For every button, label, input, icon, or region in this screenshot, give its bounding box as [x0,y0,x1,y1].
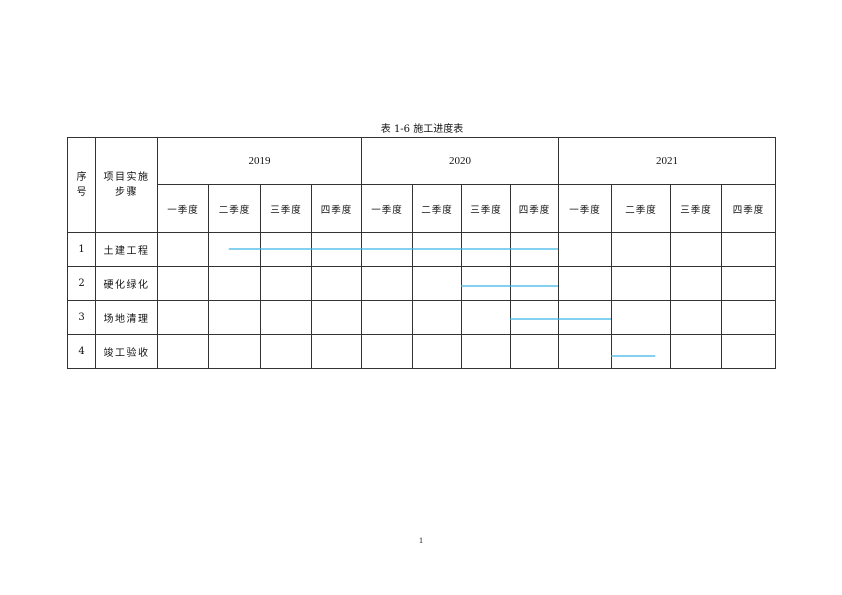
quarter-cell [157,266,209,301]
quarter-cell [461,334,511,369]
row-step: 场地清理 [95,300,158,335]
quarter-header: 一季度 [558,184,612,233]
quarter-cell [260,266,312,301]
quarter-cell [157,300,209,335]
quarter-cell [311,232,362,267]
quarter-cell [721,334,776,369]
quarter-header: 四季度 [721,184,776,233]
quarter-cell [611,334,671,369]
schedule-table: 序号 项目实施步骤 2019 2020 2021 一季度 二季度 三季度 四季度 一季度… [67,137,776,369]
row-step: 硬化绿化 [95,266,158,301]
quarter-cell [361,300,413,335]
year-header: 2019 [157,137,362,185]
quarter-cell [208,232,261,267]
quarter-cell [510,300,559,335]
quarter-cell [361,266,413,301]
quarter-header: 一季度 [157,184,209,233]
quarter-cell [558,334,612,369]
quarter-cell [157,334,209,369]
quarter-header: 四季度 [311,184,362,233]
quarter-cell [208,300,261,335]
quarter-cell [611,266,671,301]
quarter-cell [311,266,362,301]
quarter-cell [558,266,612,301]
quarter-cell [721,266,776,301]
quarter-cell [558,232,612,267]
quarter-cell [721,232,776,267]
year-header: 2020 [361,137,559,185]
quarter-cell [361,232,413,267]
quarter-header: 二季度 [208,184,261,233]
quarter-cell [260,232,312,267]
year-header: 2021 [558,137,776,185]
quarter-cell [412,300,462,335]
table-row: 3 场地清理 [67,300,776,335]
quarter-cell [510,334,559,369]
table-row: 1 土建工程 [67,232,776,267]
quarter-cell [208,334,261,369]
quarter-cell [721,300,776,335]
quarter-cell [412,266,462,301]
quarter-cell [611,232,671,267]
quarter-header: 二季度 [611,184,671,233]
table-caption: 表 1-6 施工进度表 [380,124,464,135]
quarter-cell [461,232,511,267]
row-index: 1 [67,232,96,267]
quarter-header: 三季度 [260,184,312,233]
row-step: 土建工程 [95,232,158,267]
quarter-cell [157,232,209,267]
header-step: 项目实施步骤 [95,137,158,233]
quarter-cell [670,334,722,369]
quarter-cell [311,334,362,369]
quarter-header: 三季度 [670,184,722,233]
quarter-cell [361,334,413,369]
quarter-cell [510,266,559,301]
table-row: 4 竣工验收 [67,334,776,369]
quarter-cell [260,300,312,335]
quarter-cell [412,334,462,369]
quarter-header: 一季度 [361,184,413,233]
quarter-cell [461,266,511,301]
quarter-cell [311,300,362,335]
row-index: 3 [67,300,96,335]
row-step: 竣工验收 [95,334,158,369]
quarter-cell [670,266,722,301]
row-index: 4 [67,334,96,369]
quarter-cell [510,232,559,267]
quarter-header: 三季度 [461,184,511,233]
row-index: 2 [67,266,96,301]
header-index: 序号 [67,137,96,233]
quarter-cell [412,232,462,267]
table-row: 2 硬化绿化 [67,266,776,301]
quarter-cell [670,300,722,335]
quarter-cell [461,300,511,335]
quarter-cell [260,334,312,369]
quarter-cell [670,232,722,267]
page-number: 1 [419,536,423,545]
quarter-cell [208,266,261,301]
quarter-header: 二季度 [412,184,462,233]
quarter-header: 四季度 [510,184,559,233]
quarter-cell [558,300,612,335]
quarter-cell [611,300,671,335]
